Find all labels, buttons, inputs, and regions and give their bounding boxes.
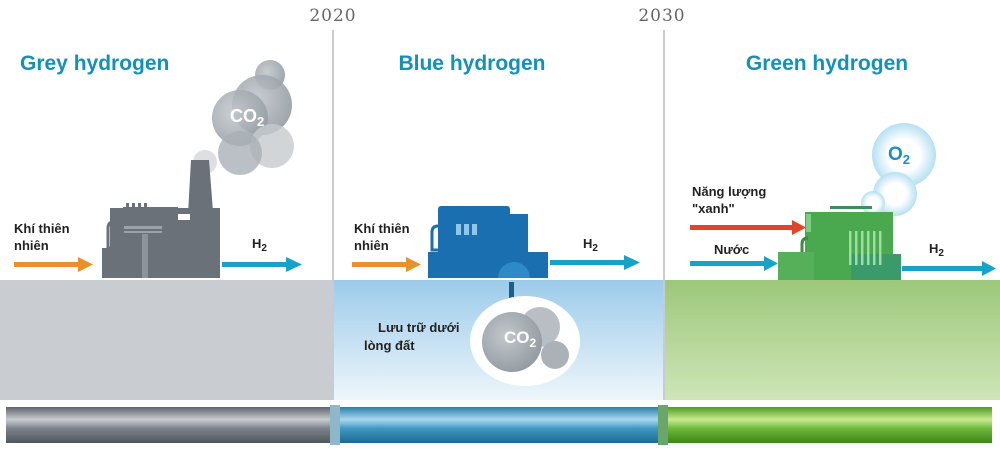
year-2030: 2030	[638, 6, 685, 26]
green-ground	[665, 280, 1000, 400]
co2-label-blue: CO2	[504, 328, 537, 350]
pipe-joint-2030	[658, 405, 668, 445]
gas-arrow-grey	[14, 257, 93, 272]
grey-ground	[0, 280, 333, 400]
blue-pipe	[340, 407, 658, 443]
grey-pipe	[6, 407, 330, 443]
gas-arrow-blue	[352, 257, 421, 272]
blue-hydrogen-title: Blue hydrogen	[398, 52, 545, 75]
h2-label-grey: H2	[252, 236, 267, 254]
co2-storage-bubble: CO2	[470, 296, 580, 386]
o2-label: O2	[888, 144, 910, 167]
grey-hydrogen-title: Grey hydrogen	[20, 52, 169, 75]
blue-factory-icon	[428, 206, 548, 278]
storage-label-1: Lưu trữ dưới	[378, 320, 460, 335]
storage-label-2: lòng đất	[364, 338, 415, 353]
energy-arrow	[690, 220, 806, 235]
h2-label-blue: H2	[583, 236, 598, 254]
water-arrow	[690, 256, 778, 271]
blue-input-label-2: nhiên	[354, 238, 389, 253]
h2-arrow-green	[902, 261, 996, 276]
co2-cloud-grey: CO2	[193, 60, 294, 175]
green-electrolyzer-icon	[778, 206, 901, 280]
energy-label-1: Năng lượng	[692, 184, 766, 199]
h2-arrow-blue	[550, 255, 640, 270]
grey-input-label-2: nhiên	[14, 238, 49, 253]
green-pipe	[668, 407, 992, 443]
h2-label-green: H2	[929, 241, 944, 259]
o2-bubbles: O2	[861, 123, 936, 216]
green-hydrogen-title: Green hydrogen	[746, 52, 908, 75]
energy-label-2: "xanh"	[692, 201, 735, 216]
grey-input-label-1: Khí thiên	[14, 221, 70, 236]
pipe-joint-2020	[330, 405, 340, 445]
co2-label-grey: CO2	[230, 106, 264, 129]
water-label: Nước	[714, 242, 749, 257]
blue-input-label-1: Khí thiên	[354, 221, 410, 236]
year-2020: 2020	[309, 6, 356, 26]
h2-arrow-grey	[222, 257, 302, 272]
grey-factory-icon	[102, 160, 220, 278]
